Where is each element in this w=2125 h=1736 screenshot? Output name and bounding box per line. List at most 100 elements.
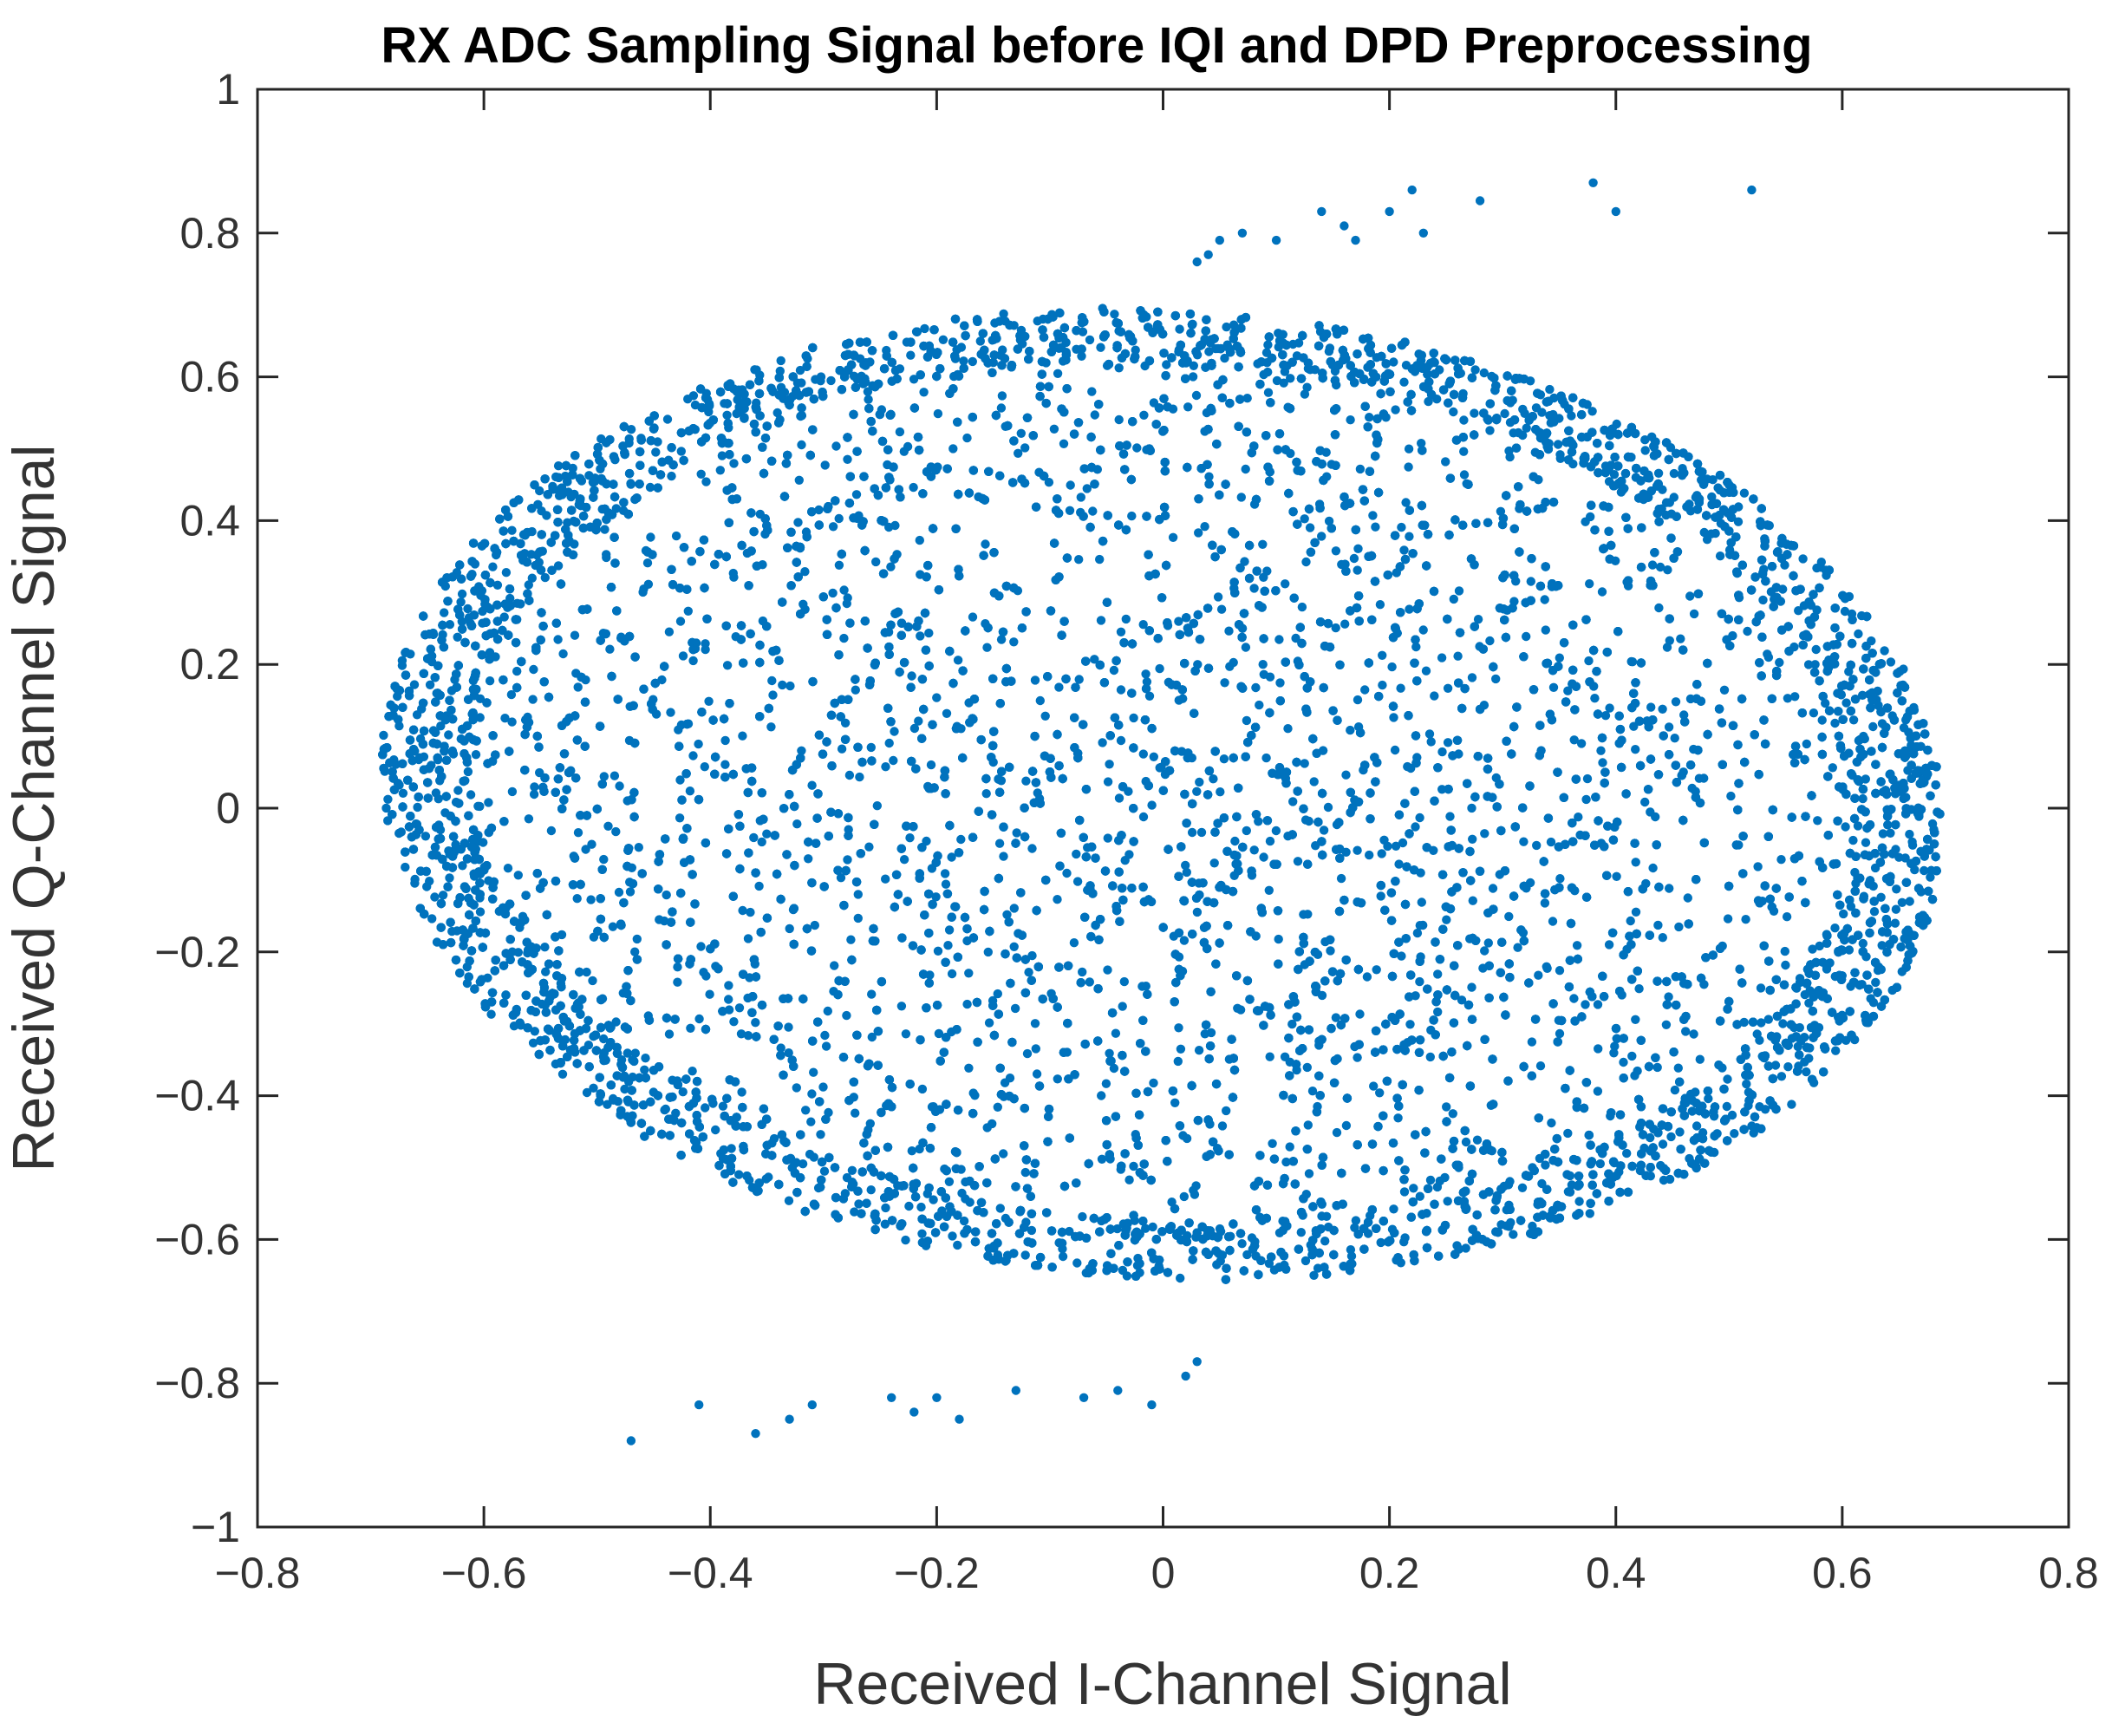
scatter-point (1109, 1063, 1119, 1074)
scatter-point (1355, 1009, 1365, 1019)
scatter-point (1331, 623, 1340, 633)
scatter-point (1355, 464, 1366, 474)
scatter-point (1103, 833, 1113, 843)
scatter-point (1286, 374, 1295, 383)
scatter-point (1437, 653, 1447, 662)
scatter-point (1296, 1228, 1307, 1237)
scatter-point (1426, 737, 1436, 747)
scatter-point (1815, 941, 1824, 951)
scatter-point (582, 1087, 592, 1098)
scatter-point (1085, 977, 1095, 987)
scatter-point (662, 890, 671, 900)
scatter-point (1467, 803, 1476, 813)
scatter-point (1627, 1051, 1637, 1061)
scatter-point (422, 882, 432, 891)
scatter-point (1518, 404, 1528, 414)
scatter-point (722, 410, 732, 420)
scatter-point (1249, 845, 1259, 855)
scatter-point (1597, 587, 1607, 597)
scatter-point (1369, 1081, 1379, 1091)
scatter-point (1103, 777, 1113, 786)
scatter-point (1899, 723, 1909, 733)
scatter-point (1535, 1061, 1546, 1071)
scatter-point (1790, 692, 1800, 702)
scatter-point (804, 854, 813, 864)
scatter-point (1584, 656, 1594, 666)
scatter-point (1014, 448, 1023, 458)
scatter-point (1666, 1132, 1676, 1142)
scatter-point (620, 1084, 629, 1094)
scatter-point (1470, 365, 1480, 375)
scatter-point (1858, 938, 1868, 949)
scatter-point (401, 648, 410, 657)
scatter-point (1272, 375, 1282, 386)
scatter-point (1418, 625, 1428, 635)
scatter-point (1648, 863, 1658, 873)
scatter-point (699, 968, 708, 977)
scatter-point (1229, 320, 1239, 330)
scatter-point (1353, 544, 1363, 553)
scatter-point (1105, 760, 1114, 769)
scatter-point (909, 375, 919, 384)
scatter-point (527, 573, 537, 583)
scatter-point (603, 821, 613, 831)
scatter-point (1758, 570, 1768, 579)
scatter-point (1433, 969, 1443, 979)
scatter-point (623, 1048, 632, 1058)
scatter-point (1300, 1256, 1311, 1266)
scatter-point (1275, 678, 1285, 688)
scatter-point (1030, 1019, 1040, 1028)
scatter-point (1377, 849, 1386, 858)
scatter-point (738, 731, 747, 741)
scatter-point (486, 1009, 496, 1019)
scatter-point (1858, 793, 1868, 804)
scatter-point (1844, 945, 1854, 955)
scatter-point (641, 1054, 650, 1063)
scatter-point (678, 651, 688, 661)
scatter-point (1569, 994, 1579, 1003)
scatter-point (626, 479, 636, 488)
scatter-point (1262, 566, 1272, 576)
scatter-point (608, 922, 618, 931)
scatter-point (1409, 1184, 1418, 1193)
scatter-point (1683, 893, 1693, 903)
scatter-point (530, 782, 539, 792)
scatter-point (688, 656, 698, 666)
scatter-point (1325, 343, 1335, 353)
scatter-point (1526, 577, 1536, 586)
scatter-point (820, 1030, 830, 1041)
scatter-point (1480, 829, 1489, 839)
scatter-point (1505, 452, 1515, 462)
scatter-point (1664, 722, 1674, 732)
scatter-point (767, 675, 777, 686)
scatter-point (1704, 1093, 1713, 1104)
scatter-point (881, 874, 890, 884)
scatter-point (1065, 1226, 1074, 1237)
scatter-point (1776, 1072, 1787, 1081)
scatter-point (516, 599, 525, 609)
scatter-point (1653, 468, 1664, 478)
scatter-point (1891, 904, 1901, 914)
scatter-point (705, 989, 714, 999)
scatter-point (1230, 836, 1240, 846)
scatter-point (1468, 834, 1477, 844)
scatter-point (1362, 972, 1372, 982)
scatter-point (919, 388, 929, 397)
scatter-point (1131, 345, 1140, 355)
scatter-point (851, 490, 862, 499)
scatter-point (743, 934, 753, 943)
scatter-point (828, 588, 838, 598)
scatter-point (981, 539, 990, 549)
scatter-point (1129, 1161, 1138, 1171)
scatter-point (1531, 403, 1542, 413)
scatter-point (1652, 1062, 1662, 1073)
scatter-point (1443, 738, 1453, 747)
scatter-point (447, 926, 457, 937)
scatter-point (1522, 631, 1531, 642)
scatter-point (1044, 478, 1054, 487)
scatter-point (1259, 852, 1268, 862)
scatter-point (1213, 592, 1223, 602)
scatter-point (1802, 1067, 1811, 1077)
scatter-point (724, 981, 733, 990)
scatter-point (1808, 944, 1817, 954)
